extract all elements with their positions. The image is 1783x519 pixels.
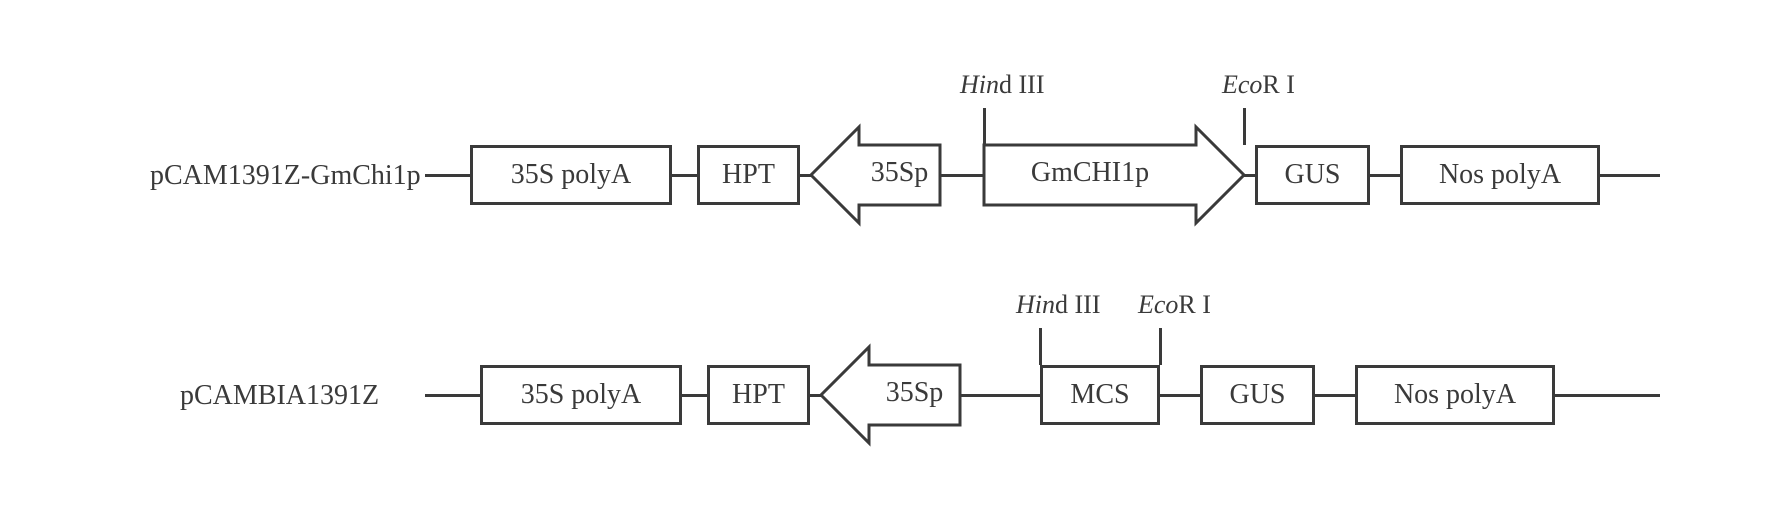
backbone-c2-5: [1315, 394, 1355, 397]
cassette-b1: 35S polyA: [470, 145, 672, 205]
backbone-c1-6: [1600, 174, 1660, 177]
site-label-s3: Hind III: [1016, 290, 1100, 320]
construct-name-c1: pCAM1391Z-GmChi1p: [150, 160, 421, 192]
cassette-b9: GUS: [1200, 365, 1315, 425]
cassette-b7: HPT: [707, 365, 810, 425]
cassette-b5: Nos polyA: [1400, 145, 1600, 205]
site-label-s2: EcoR I: [1222, 70, 1295, 100]
a1-arrow: [809, 125, 942, 225]
backbone-c1-5: [1370, 174, 1400, 177]
backbone-c2-3: [960, 394, 1040, 397]
site-tick-s2: [1243, 108, 1246, 145]
backbone-c2-1: [682, 394, 707, 397]
cassette-b10: Nos polyA: [1355, 365, 1555, 425]
site-tick-s3: [1039, 328, 1042, 365]
cassette-b6: 35S polyA: [480, 365, 682, 425]
site-label-s4: EcoR I: [1138, 290, 1211, 320]
cassette-b2: HPT: [697, 145, 800, 205]
construct-name-c2: pCAMBIA1391Z: [180, 380, 379, 412]
site-label-s1: Hind III: [960, 70, 1044, 100]
cassette-b4: GUS: [1255, 145, 1370, 205]
backbone-c2-0: [425, 394, 480, 397]
cassette-b8: MCS: [1040, 365, 1160, 425]
plasmid-diagram-canvas: pCAM1391Z-GmChi1p 35S polyA HPT GUS Nos poly…: [0, 0, 1783, 519]
backbone-c1-3: [940, 174, 984, 177]
backbone-c2-4: [1160, 394, 1200, 397]
a3-arrow: [819, 345, 962, 445]
site-tick-s1: [983, 108, 986, 145]
backbone-c1-0: [425, 174, 470, 177]
site-tick-s4: [1159, 328, 1162, 365]
backbone-c2-6: [1555, 394, 1660, 397]
a2-arrow: [982, 125, 1246, 225]
backbone-c1-1: [672, 174, 697, 177]
